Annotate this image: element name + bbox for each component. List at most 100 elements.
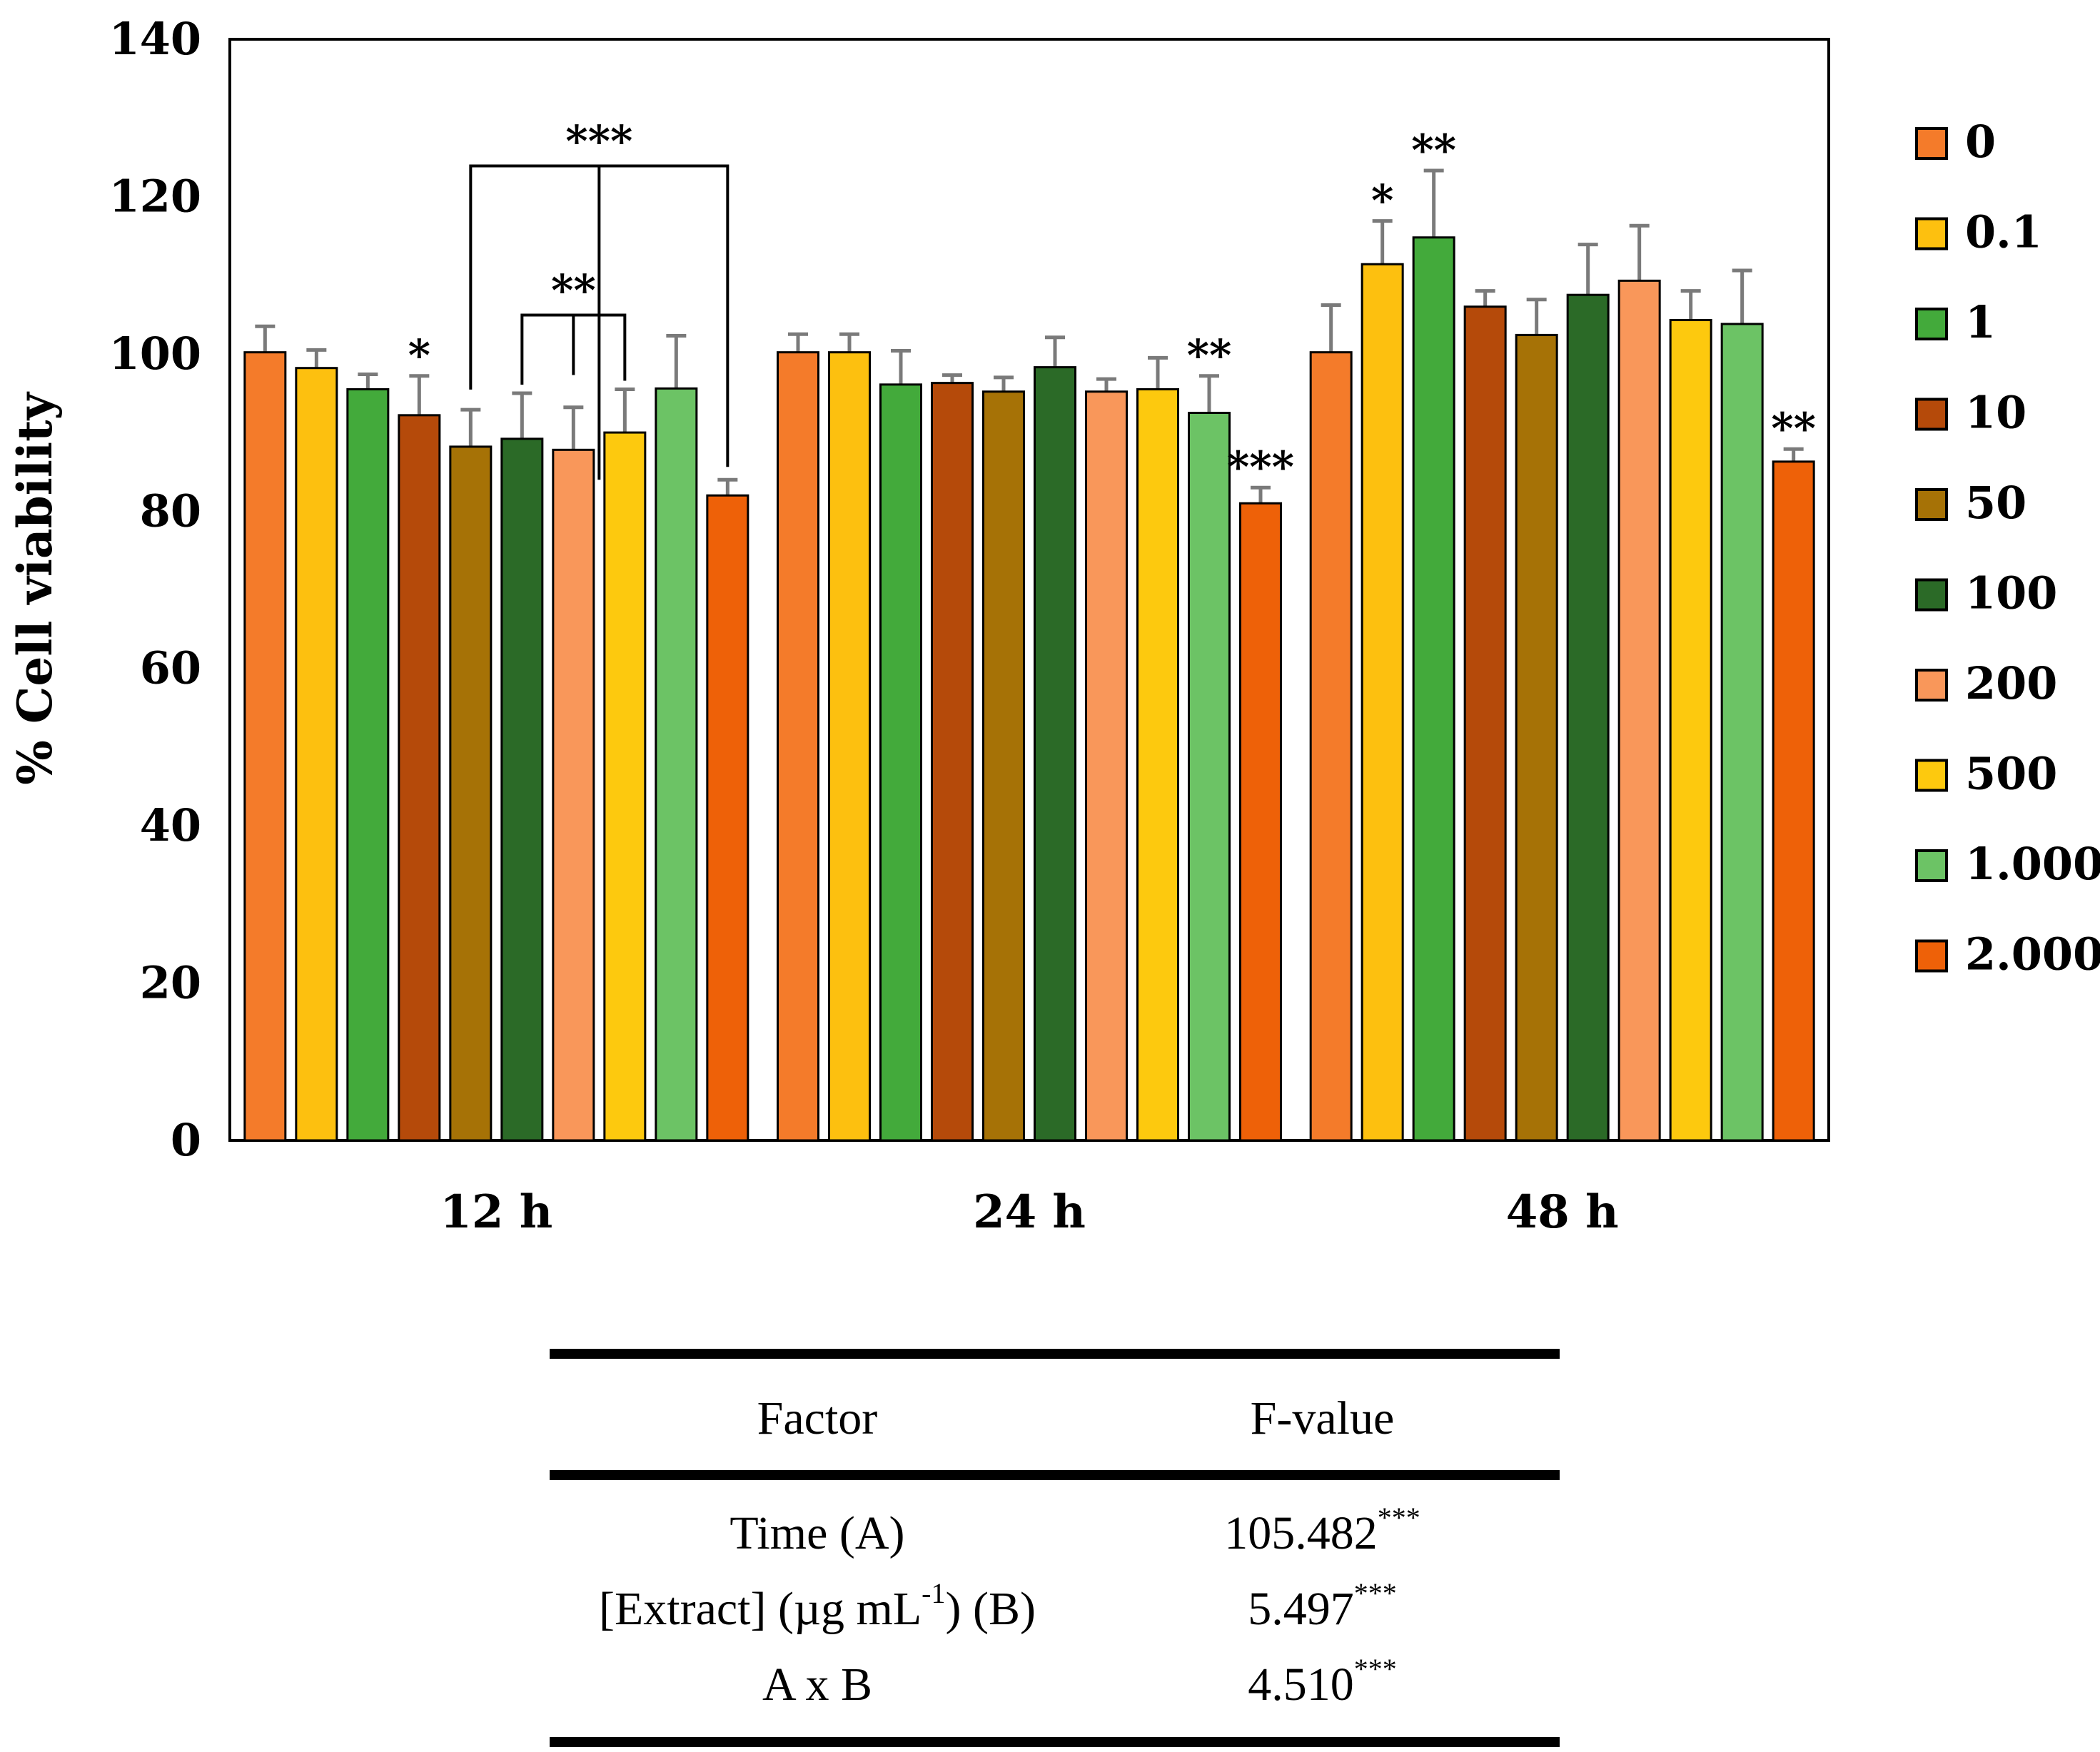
- bar-12h-10: [398, 414, 441, 1142]
- x-category-label: 24 h: [973, 1185, 1086, 1239]
- bar-12h-50: [449, 445, 493, 1142]
- legend-swatch: [1915, 217, 1948, 250]
- f-value: 5.497: [1248, 1583, 1354, 1635]
- table-top-rule: [550, 1349, 1560, 1359]
- legend-swatch: [1915, 488, 1948, 521]
- y-tick-label: 140: [109, 13, 201, 65]
- unit-exponent: -1: [922, 1577, 946, 1609]
- y-axis-label: % Cell viability: [7, 391, 63, 784]
- bar-12h-1.000: [655, 387, 698, 1142]
- bar-24h-500: [1136, 388, 1179, 1142]
- f-value-cell: 105.482***: [1085, 1496, 1560, 1571]
- f-value-cell: 5.497***: [1085, 1571, 1560, 1647]
- bar-12h-0.1: [295, 367, 338, 1142]
- bars: [243, 168, 1815, 1142]
- bar-48h-0: [1309, 351, 1353, 1142]
- legend-label: 1.000: [1965, 838, 2100, 890]
- f-value: 4.510: [1248, 1659, 1354, 1711]
- y-tick-label: 80: [140, 485, 201, 537]
- significance-stars: ***: [1377, 1502, 1420, 1534]
- bar-48h-1.000: [1720, 323, 1764, 1142]
- bracket-significance-label: **: [551, 265, 596, 315]
- factor-text-suffix: ) (B): [945, 1583, 1036, 1635]
- bar-12h-500: [603, 431, 647, 1142]
- significance-stars: ***: [1353, 1653, 1397, 1685]
- significance-annotations: * ***************: [408, 117, 1816, 493]
- bar-24h-2.000: [1239, 502, 1282, 1142]
- bar-24h-0: [777, 351, 819, 1142]
- plot-border: [228, 38, 1830, 1142]
- bar-48h-2.000: [1772, 460, 1815, 1142]
- bar-24h-100: [1034, 366, 1076, 1142]
- bar-24h-0.1: [828, 351, 871, 1142]
- bar-48h-1: [1412, 236, 1455, 1142]
- legend-label: 200: [1965, 657, 2057, 709]
- significance-label: ***: [1227, 442, 1294, 492]
- bar-24h-200: [1085, 390, 1128, 1142]
- table-bottom-rule: [550, 1737, 1560, 1747]
- legend-label: 2.000: [1965, 928, 2100, 981]
- bar-48h-10: [1463, 305, 1507, 1142]
- legend-swatch: [1915, 849, 1948, 882]
- bar-48h-500: [1669, 318, 1712, 1142]
- bar-12h-200: [552, 448, 595, 1142]
- x-axis: 12 h 24 h 48 h: [440, 1185, 1618, 1239]
- x-category-label: 48 h: [1506, 1185, 1619, 1239]
- y-tick-label: 40: [140, 799, 201, 851]
- bracket-significance-label: ***: [565, 117, 632, 167]
- table-row: [Extract] (µg mL-1) (B) 5.497***: [550, 1571, 1560, 1647]
- f-value-cell: 4.510***: [1085, 1647, 1560, 1723]
- bar-48h-100: [1566, 293, 1610, 1142]
- legend-swatch: [1915, 759, 1948, 792]
- legend-swatch: [1915, 578, 1948, 612]
- significance-label: **: [1187, 331, 1232, 381]
- bar-12h-100: [500, 437, 544, 1142]
- bar-12h-2.000: [706, 494, 749, 1142]
- significance-label: *: [1371, 176, 1393, 226]
- legend-swatch: [1915, 308, 1948, 340]
- significance-stars: ***: [1353, 1577, 1397, 1609]
- table-body: Time (A) 105.482*** [Extract] (µg mL-1) …: [550, 1480, 1560, 1737]
- legend-swatch: [1915, 127, 1948, 160]
- plot-frame: [228, 38, 1830, 1142]
- bar-12h-0: [243, 351, 287, 1142]
- table-header-rule: [550, 1470, 1560, 1480]
- y-axis: 0 20 40 60 80 100 120 140: [109, 13, 201, 1166]
- y-tick-label: 60: [140, 642, 201, 694]
- y-tick-label: 20: [140, 957, 201, 1009]
- bar-48h-0.1: [1361, 263, 1404, 1142]
- legend: 0 0.1 1 10 50 100 200 500 1.000 2.000: [1915, 116, 2100, 981]
- legend-label: 0: [1965, 116, 1996, 168]
- legend-label: 50: [1965, 477, 2026, 529]
- table-row: A x B 4.510***: [550, 1647, 1560, 1723]
- x-category-label: 12 h: [440, 1185, 552, 1239]
- legend-swatch: [1915, 398, 1948, 431]
- legend-label: 10: [1965, 387, 2026, 439]
- legend-label: 500: [1965, 748, 2057, 800]
- legend-label: 100: [1965, 567, 2057, 619]
- legend-swatch: [1915, 669, 1948, 702]
- legend-label: 0.1: [1965, 206, 2042, 258]
- f-value: 105.482: [1224, 1507, 1378, 1559]
- anova-table: Factor F-value Time (A) 105.482*** [Extr…: [550, 1349, 1560, 1747]
- table-row: Time (A) 105.482***: [550, 1496, 1560, 1571]
- header-factor: Factor: [757, 1392, 878, 1444]
- factor-text: [Extract] (µg mL: [598, 1583, 922, 1635]
- bar-24h-1: [879, 383, 922, 1142]
- legend-swatch: [1915, 939, 1948, 973]
- table-header-row: Factor F-value: [550, 1359, 1560, 1470]
- bar-24h-10: [931, 382, 974, 1142]
- header-f-value: F-value: [1250, 1392, 1395, 1444]
- factor-cell: [Extract] (µg mL-1) (B): [550, 1571, 1085, 1647]
- bar-24h-1.000: [1188, 412, 1231, 1142]
- bar-48h-50: [1515, 333, 1558, 1142]
- bar-48h-200: [1617, 279, 1661, 1142]
- y-tick-label: 0: [171, 1114, 201, 1166]
- significance-label: *: [408, 331, 430, 381]
- bar-24h-50: [982, 390, 1025, 1142]
- y-tick-label: 100: [109, 328, 201, 380]
- factor-cell: Time (A): [730, 1507, 905, 1559]
- bar-12h-1: [346, 388, 390, 1142]
- factor-cell: A x B: [762, 1659, 872, 1711]
